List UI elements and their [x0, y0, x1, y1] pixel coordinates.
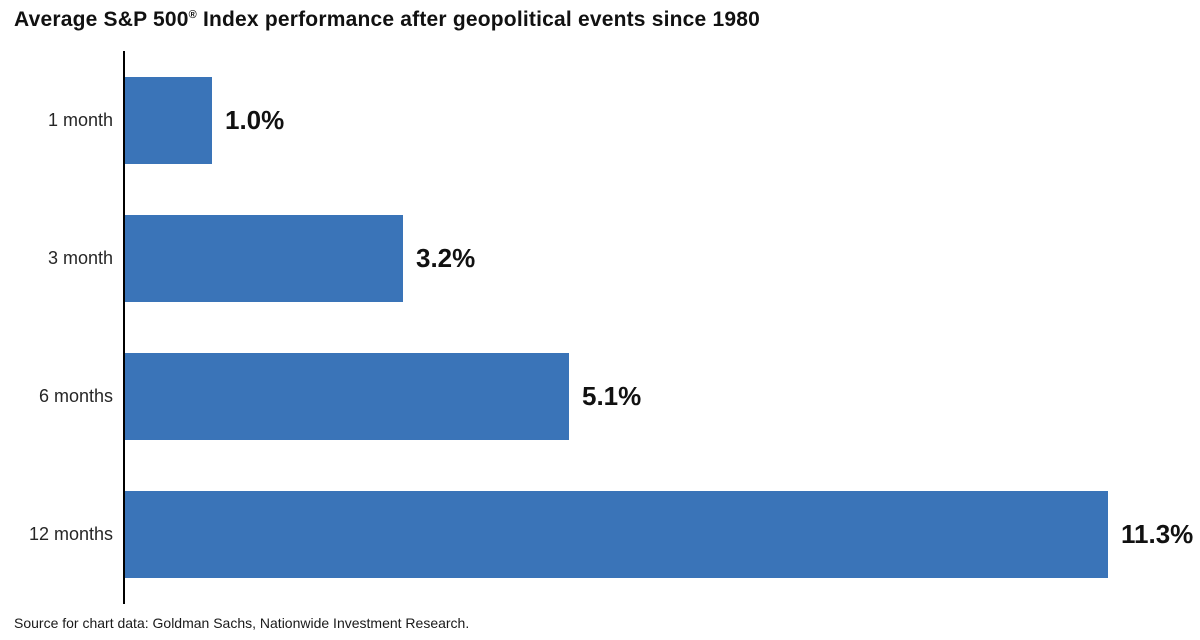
bar-row: 1 month 1.0%	[0, 51, 1200, 189]
bar-row: 12 months 11.3%	[0, 465, 1200, 603]
value-label: 3.2%	[416, 242, 476, 273]
page-title-prefix: Average S&P 500	[14, 8, 189, 31]
value-label: 11.3%	[1121, 518, 1194, 549]
bar-row: 6 months 5.1%	[0, 327, 1200, 465]
category-label: 12 months	[28, 523, 113, 544]
bar-chart: 1 month 1.0% 3 month 3.2% 6 months 5.1% …	[0, 51, 1200, 604]
y-axis-line	[123, 51, 125, 604]
bar	[125, 214, 403, 302]
page-title-suffix: Index performance after geopolitical eve…	[196, 8, 760, 31]
source-note: Source for chart data: Goldman Sachs, Na…	[14, 615, 470, 631]
bar	[125, 490, 1108, 578]
bar	[125, 352, 569, 440]
category-label: 1 month	[47, 109, 113, 130]
category-label: 3 month	[47, 247, 113, 268]
category-label: 6 months	[38, 385, 113, 406]
bar	[125, 76, 212, 164]
page-title: Average S&P 500® Index performance after…	[14, 8, 760, 32]
bar-row: 3 month 3.2%	[0, 189, 1200, 327]
registered-mark: ®	[188, 9, 197, 21]
value-label: 5.1%	[582, 380, 642, 411]
value-label: 1.0%	[225, 104, 285, 135]
